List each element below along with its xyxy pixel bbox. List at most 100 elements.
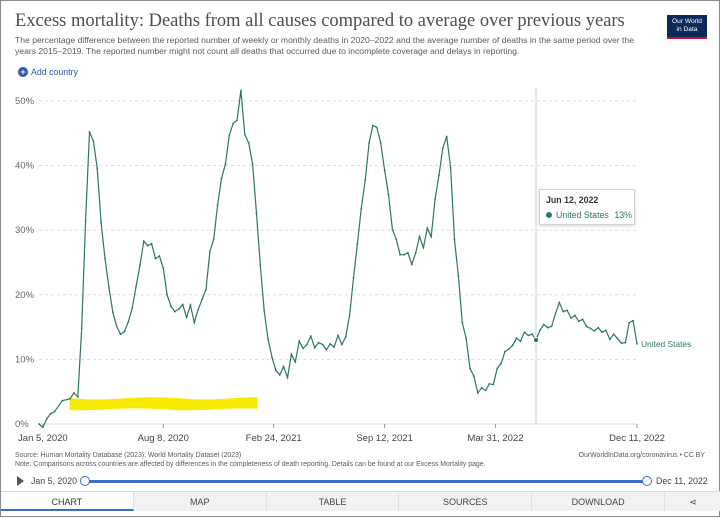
tab-download[interactable]: DOWNLOAD	[532, 491, 665, 511]
chart-subtitle: The percentage difference between the re…	[15, 35, 634, 56]
source-text[interactable]: Source: Human Mortality Database (2023);…	[15, 452, 242, 459]
data-point	[286, 376, 289, 379]
data-point	[341, 343, 343, 346]
data-point	[577, 320, 580, 323]
data-point	[379, 142, 382, 144]
data-point	[589, 327, 592, 330]
tab-sources[interactable]: SOURCES	[399, 491, 533, 511]
tooltip-value: 13%	[614, 210, 632, 220]
data-point	[395, 238, 398, 241]
data-point	[438, 174, 440, 177]
data-point	[476, 392, 479, 394]
data-point	[585, 325, 588, 328]
data-point	[601, 331, 603, 334]
timeline-end-handle[interactable]	[642, 476, 652, 486]
data-point	[209, 250, 211, 253]
plus-icon: +	[18, 67, 28, 77]
data-point	[441, 147, 444, 150]
x-tick-label: Aug 8, 2020	[138, 433, 189, 444]
data-point	[42, 426, 44, 429]
data-point	[154, 257, 157, 260]
data-point	[515, 337, 518, 339]
series-end-label: United States	[641, 339, 691, 349]
data-point	[142, 240, 145, 243]
data-point	[220, 177, 223, 180]
data-point	[329, 343, 332, 345]
data-point	[523, 331, 526, 334]
data-point	[313, 346, 316, 349]
x-tick-label: Sep 12, 2021	[356, 433, 413, 444]
play-icon[interactable]	[17, 476, 24, 486]
timeline[interactable]: Jan 5, 2020 Dec 11, 2022	[1, 475, 720, 489]
series-dot-icon	[546, 212, 552, 218]
data-point	[278, 374, 281, 376]
data-point	[123, 330, 126, 333]
data-point	[228, 134, 231, 137]
owid-logo[interactable]: Our World in Data	[667, 15, 707, 39]
data-point	[290, 353, 293, 356]
data-point	[174, 310, 176, 313]
data-point	[554, 312, 557, 315]
y-tick-label: 50%	[15, 96, 35, 107]
share-icon[interactable]: ⋖	[664, 491, 720, 511]
data-point	[430, 235, 433, 238]
x-tick-label: Mar 31, 2022	[468, 433, 524, 444]
data-point	[135, 285, 138, 288]
timeline-track[interactable]	[85, 480, 647, 483]
data-point	[69, 397, 71, 400]
tooltip-date: Jun 12, 2022	[546, 195, 599, 205]
data-point	[337, 334, 339, 337]
data-point	[236, 119, 238, 122]
add-country-button[interactable]: + Add country	[18, 67, 78, 77]
data-point	[484, 389, 487, 392]
data-point	[368, 142, 370, 144]
owid-url-link[interactable]: OurWorldInData.org/coronavirus • CC BY	[578, 452, 705, 459]
data-point	[445, 135, 448, 138]
tab-chart[interactable]: CHART	[1, 491, 134, 511]
data-point	[321, 343, 324, 346]
data-point	[492, 383, 495, 386]
data-point	[620, 342, 623, 345]
tab-map[interactable]: MAP	[133, 491, 267, 511]
data-point	[500, 362, 502, 365]
data-point	[360, 207, 363, 210]
tab-table[interactable]: TABLE	[266, 491, 400, 511]
hover-point	[532, 336, 540, 344]
note-text: Note: Comparisons across countries are a…	[15, 461, 486, 468]
data-point	[391, 228, 394, 231]
data-point	[263, 310, 266, 312]
data-point	[527, 334, 530, 337]
data-point	[465, 337, 467, 339]
data-point	[96, 167, 99, 170]
data-point	[566, 309, 568, 312]
data-point	[53, 410, 56, 413]
add-country-label: Add country	[31, 67, 78, 77]
data-point	[166, 293, 169, 296]
timeline-start-label: Jan 5, 2020	[31, 476, 77, 486]
data-point	[309, 335, 312, 337]
data-point	[542, 323, 545, 326]
data-point	[399, 253, 401, 256]
data-point	[616, 337, 619, 340]
data-point	[344, 335, 347, 338]
x-tick-label: Jan 5, 2020	[18, 433, 68, 444]
timeline-end-label: Dec 11, 2022	[656, 476, 708, 486]
data-point	[49, 412, 52, 415]
data-point	[139, 264, 141, 266]
data-point	[461, 321, 464, 324]
data-point	[546, 326, 549, 329]
y-tick-label: 10%	[15, 354, 35, 365]
data-point	[508, 348, 510, 350]
data-point	[632, 319, 634, 322]
data-point	[410, 263, 413, 266]
data-point	[306, 343, 308, 346]
data-point	[201, 298, 204, 301]
data-point	[88, 131, 91, 133]
data-point	[111, 311, 114, 314]
timeline-start-handle[interactable]	[80, 476, 90, 486]
chart-title: Excess mortality: Deaths from all causes…	[15, 11, 625, 31]
data-point	[275, 369, 277, 372]
data-point	[108, 286, 110, 288]
data-point	[418, 235, 421, 238]
